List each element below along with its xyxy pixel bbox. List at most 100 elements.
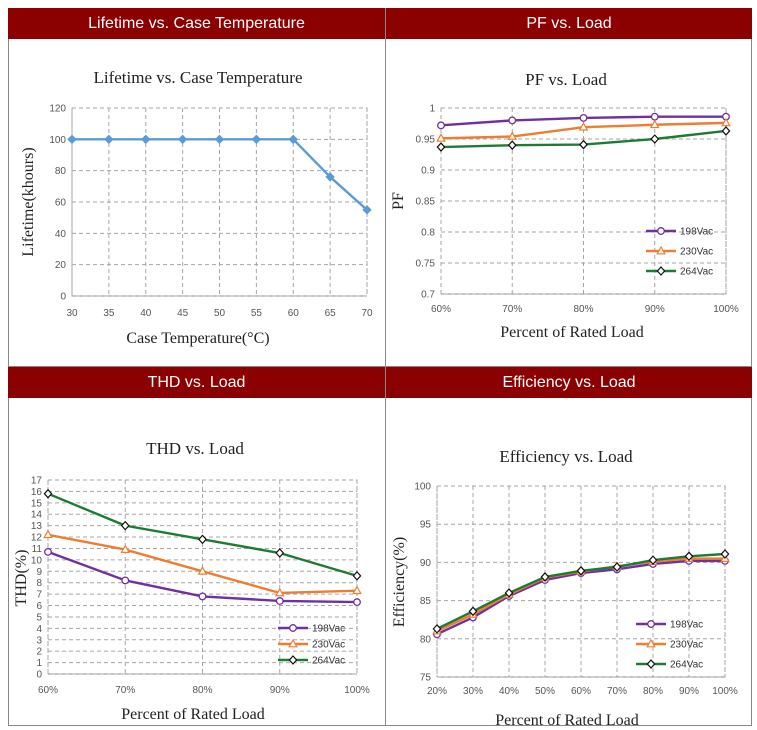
legend-label: 264Vac <box>312 656 345 667</box>
y-tick-label: 7 <box>36 590 42 601</box>
data-point <box>721 117 731 127</box>
data-point <box>579 113 588 122</box>
y-tick-label: 0.7 <box>421 290 435 301</box>
y-tick-label: 85 <box>420 596 432 607</box>
y-tick-label: 120 <box>49 104 66 115</box>
x-tick-label: 60 <box>288 308 300 319</box>
data-point <box>576 565 586 576</box>
x-tick-label: 60% <box>38 685 58 696</box>
x-tick-label: 40% <box>499 686 519 697</box>
efficiency-chart: Efficiency vs. Load Percent of Rated Load… <box>391 447 738 725</box>
x-axis-label: Percent of Rated Load <box>121 706 265 723</box>
legend-marker <box>288 655 298 665</box>
y-tick-label: 80 <box>55 166 67 177</box>
y-tick-label: 80 <box>420 634 432 645</box>
x-tick-label: 80% <box>192 685 212 696</box>
data-point <box>44 547 52 556</box>
y-axis-label: Lifetime(khours) <box>20 147 37 256</box>
data-point <box>120 520 130 531</box>
data-point <box>436 142 446 152</box>
legend-marker <box>647 620 655 628</box>
x-tick-label: 50% <box>535 686 555 697</box>
x-axis-label: Percent of Rated Load <box>495 712 639 725</box>
y-tick-label: 14 <box>31 510 43 521</box>
legend-label: 230Vac <box>680 247 713 258</box>
y-tick-label: 1 <box>36 658 42 669</box>
data-point <box>288 134 298 145</box>
data-point <box>352 585 362 595</box>
data-point <box>275 548 285 558</box>
y-tick-label: 3 <box>36 635 42 646</box>
x-tick-label: 70% <box>115 685 135 696</box>
panel-pf: PF vs. Load PF vs. Load Percent of Rated … <box>386 8 752 367</box>
x-tick-label: 40 <box>140 308 152 319</box>
data-point <box>468 606 478 617</box>
panel-header: THD vs. Load <box>8 367 385 398</box>
y-tick-label: 5 <box>36 612 42 623</box>
panel-header: Lifetime vs. Case Temperature <box>8 8 385 39</box>
x-axis-label: Case Temperature(°C) <box>126 330 269 347</box>
x-tick-label: 90% <box>679 686 699 697</box>
data-point <box>650 112 659 121</box>
legend-label: 198Vac <box>670 620 703 631</box>
y-tick-label: 10 <box>31 555 43 566</box>
x-tick-label: 30% <box>463 686 483 697</box>
y-tick-label: 4 <box>36 624 42 635</box>
y-tick-label: 11 <box>32 544 43 555</box>
legend-label: 230Vac <box>670 640 703 651</box>
y-tick-label: 60 <box>55 198 67 209</box>
y-tick-label: 6 <box>36 601 42 612</box>
panel-lifetime: Lifetime vs. Case Temperature Lifetime v… <box>8 8 386 367</box>
y-tick-label: 0.95 <box>416 135 436 146</box>
data-point <box>540 572 550 582</box>
y-tick-label: 0 <box>60 292 66 303</box>
legend-marker <box>656 266 666 276</box>
x-tick-label: 80% <box>573 304 593 315</box>
data-point <box>684 551 694 562</box>
y-tick-label: 9 <box>36 567 42 578</box>
x-tick-label: 90% <box>645 304 665 315</box>
data-point <box>352 570 362 581</box>
x-tick-label: 100% <box>344 685 370 696</box>
y-axis-label: THD(%) <box>13 550 30 607</box>
y-tick-label: 0.85 <box>416 197 436 208</box>
x-tick-label: 30 <box>66 308 78 319</box>
plot-area <box>440 107 727 295</box>
data-point <box>578 121 589 131</box>
y-tick-label: 12 <box>31 533 43 544</box>
y-tick-label: 0.9 <box>421 166 435 177</box>
data-point <box>507 131 518 140</box>
lifetime-chart: Lifetime vs. Case Temperature Case Temper… <box>20 68 373 347</box>
x-tick-label: 35 <box>103 308 115 319</box>
data-point <box>177 134 188 145</box>
chart-title: Efficiency vs. Load <box>499 447 633 466</box>
x-tick-label: 70% <box>502 304 522 315</box>
x-tick-label: 80% <box>643 686 663 697</box>
plot-area <box>436 485 726 678</box>
data-point <box>121 576 130 585</box>
y-tick-label: 13 <box>31 521 43 532</box>
data-point <box>362 205 372 215</box>
chart-title: THD vs. Load <box>146 439 244 458</box>
data-point <box>197 566 208 575</box>
data-point <box>43 529 53 539</box>
chart-title: Lifetime vs. Case Temperature <box>93 68 302 87</box>
y-tick-label: 75 <box>420 673 432 684</box>
x-tick-label: 70 <box>361 308 373 319</box>
x-tick-label: 100% <box>712 686 738 697</box>
data-point <box>274 587 285 597</box>
data-point <box>720 549 730 559</box>
plot-area <box>71 107 368 297</box>
data-point <box>508 116 517 125</box>
x-tick-label: 60% <box>571 686 591 697</box>
x-axis-label: Percent of Rated Load <box>500 324 644 341</box>
x-tick-label: 55 <box>251 308 263 319</box>
y-tick-label: 16 <box>31 487 43 498</box>
x-tick-label: 45 <box>177 308 189 319</box>
y-axis-label: PF <box>390 192 407 210</box>
chart-title: PF vs. Load <box>525 70 607 89</box>
data-point <box>141 134 151 145</box>
y-tick-label: 90 <box>420 558 432 569</box>
data-point <box>275 597 284 605</box>
data-point <box>507 140 517 151</box>
